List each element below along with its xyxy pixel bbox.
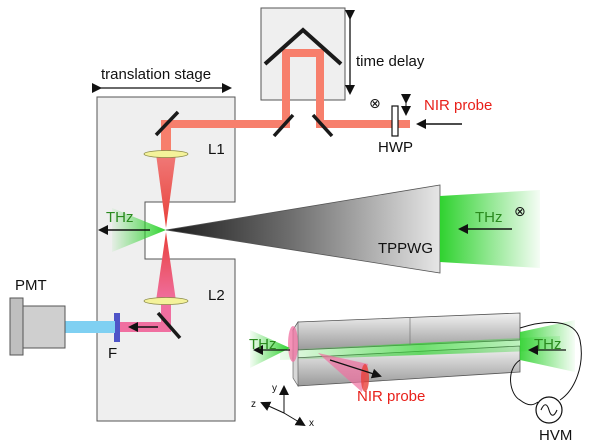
nir-beam-after-l2 xyxy=(161,301,171,329)
nir-beam-to-lens xyxy=(161,120,171,154)
axis-x xyxy=(283,412,306,427)
nir-input-beam xyxy=(400,120,410,128)
nir-focus-cone-bottom xyxy=(156,232,176,301)
filter-f xyxy=(114,313,120,342)
pmt-label: PMT xyxy=(15,277,47,294)
lens-l1-label: L1 xyxy=(208,141,225,158)
axis-x-label: x xyxy=(309,418,314,429)
inset-thz-left-label: THz xyxy=(249,336,277,353)
inset-thz-right-label: THz xyxy=(534,336,562,353)
axis-y-label: y xyxy=(272,383,277,394)
periscope-mirror-left xyxy=(272,113,295,138)
lens-l2-label: L2 xyxy=(208,287,225,304)
lens-l2 xyxy=(143,297,189,305)
translation-stage-label: translation stage xyxy=(101,66,211,83)
hvm-wire-bottom xyxy=(510,359,539,406)
hwp-plate xyxy=(391,105,399,137)
nir-probe-beam xyxy=(165,49,400,128)
retroreflector-mirror xyxy=(263,27,343,66)
periscope-mirror-right xyxy=(311,113,334,138)
inset-nir-probe-label: NIR probe xyxy=(357,388,425,405)
polarization-symbol-right: ⊗ xyxy=(514,203,526,219)
nir-probe-label-top: NIR probe xyxy=(424,97,492,114)
mirror-m2 xyxy=(156,311,182,340)
inset-thz-gap xyxy=(280,336,560,360)
polarization-symbol-top: ⊗ xyxy=(369,95,381,111)
hvm-sine-glyph xyxy=(540,404,558,416)
mirror-m1 xyxy=(154,110,180,137)
pmt-housing-back xyxy=(9,297,24,356)
inset-probe-cone xyxy=(318,353,368,392)
tppwg-label: TPPWG xyxy=(378,240,433,257)
pmt-beam xyxy=(65,321,115,333)
filter-label: F xyxy=(108,345,117,362)
inset-thz-left xyxy=(250,330,290,368)
thz-label-left: THz xyxy=(106,209,134,226)
nir-focus-cone-top xyxy=(156,154,176,228)
inset-probe-spot-left xyxy=(288,326,298,362)
hvm-wire-top xyxy=(519,321,582,401)
time-delay-label: time delay xyxy=(356,53,425,70)
lens-l1 xyxy=(143,150,189,158)
axis-z-label: z xyxy=(251,399,256,410)
inset-thz-right xyxy=(520,320,575,372)
hwp-label: HWP xyxy=(378,139,413,156)
pmt-housing xyxy=(22,305,66,349)
hvm-label: HVM xyxy=(539,427,572,444)
thz-label-right: THz xyxy=(475,209,503,226)
axis-z xyxy=(260,401,285,414)
inset-probe-arrow xyxy=(329,359,382,379)
